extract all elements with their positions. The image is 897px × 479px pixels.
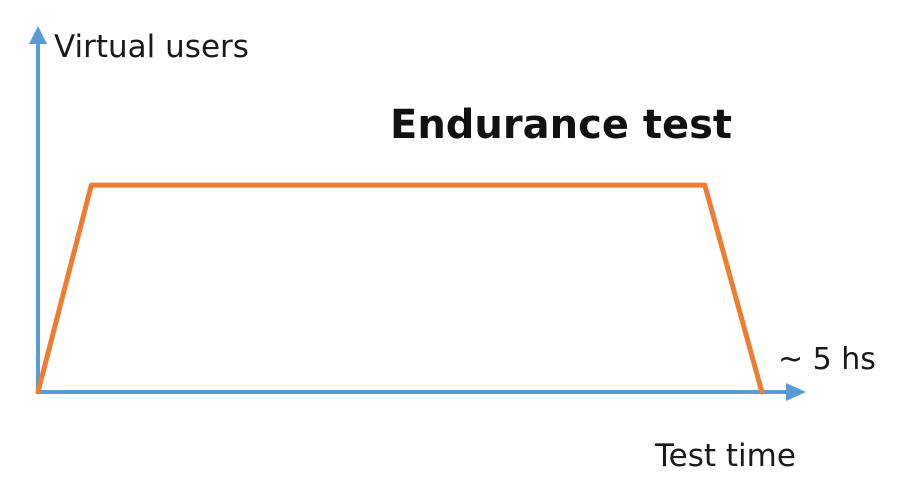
x-axis-label: Test time [654, 438, 796, 474]
series-layer [35, 182, 765, 395]
y-axis-arrowhead [29, 26, 47, 44]
axes [29, 26, 806, 401]
series-line-0 [35, 182, 765, 395]
y-axis-label: Virtual users [54, 29, 249, 65]
duration-annotation: ~ 5 hs [778, 342, 876, 377]
chart-title: Endurance test [390, 102, 732, 148]
x-axis-arrowhead [786, 383, 806, 401]
